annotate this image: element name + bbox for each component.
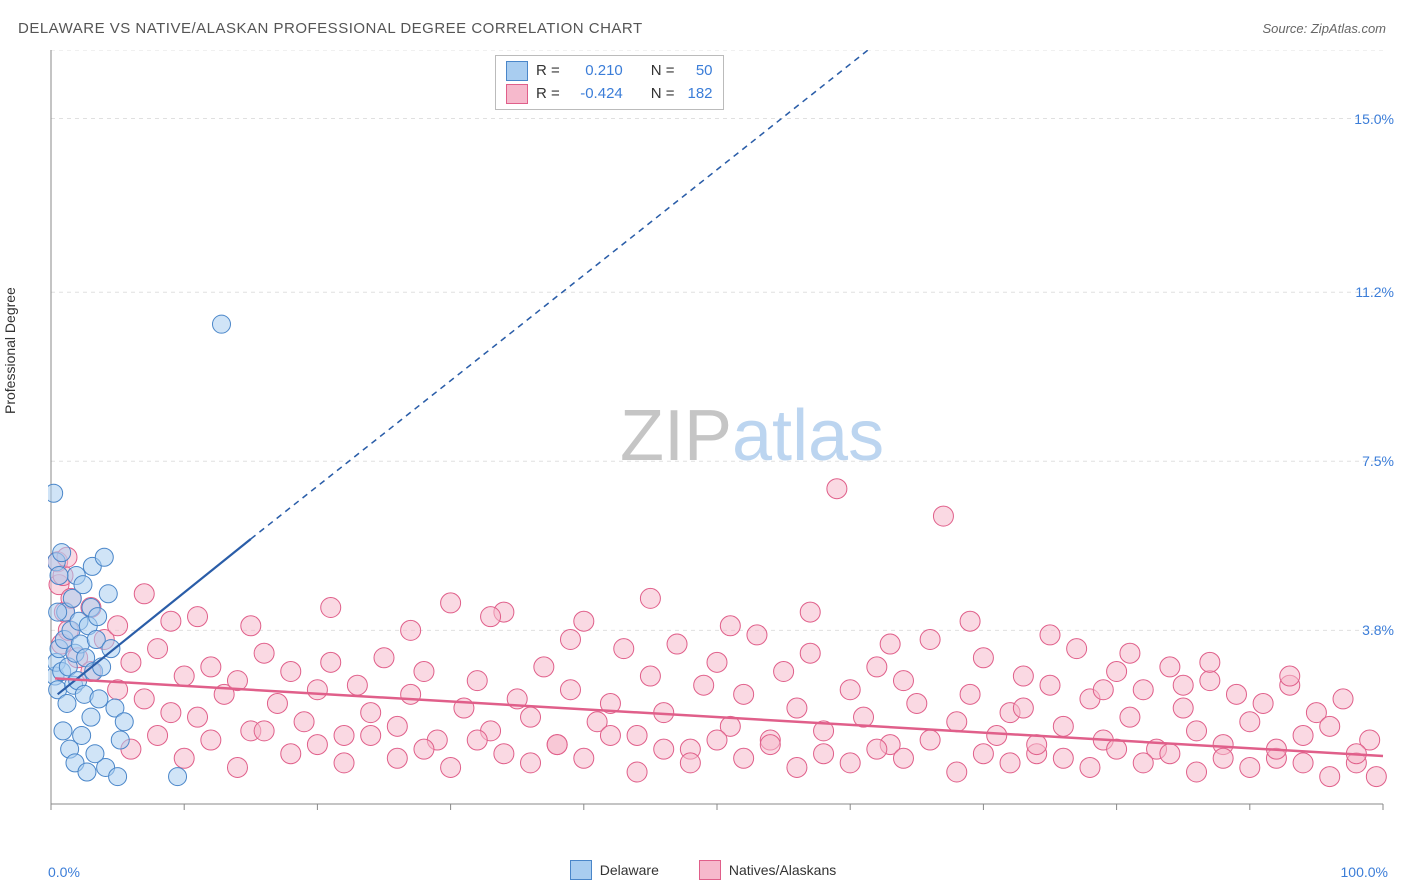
natives-swatch-icon bbox=[506, 84, 528, 104]
y-tick-label: 3.8% bbox=[1362, 622, 1394, 638]
y-tick-label: 11.2% bbox=[1355, 284, 1394, 300]
chart-title: DELAWARE VS NATIVE/ALASKAN PROFESSIONAL … bbox=[18, 20, 643, 37]
stats-legend: R = 0.210 N = 50 R = -0.424 N = 182 bbox=[495, 55, 724, 110]
n-label: N = bbox=[651, 60, 675, 83]
delaware-r-value: 0.210 bbox=[568, 60, 623, 83]
r-label: R = bbox=[536, 83, 560, 106]
legend-item-delaware: Delaware bbox=[570, 860, 659, 880]
chart-plot-area bbox=[48, 50, 1388, 840]
y-axis-label: Professional Degree bbox=[2, 287, 18, 414]
stats-row-delaware: R = 0.210 N = 50 bbox=[506, 60, 713, 83]
scatter-svg bbox=[48, 50, 1388, 840]
y-tick-label: 15.0% bbox=[1354, 111, 1394, 127]
stats-row-natives: R = -0.424 N = 182 bbox=[506, 83, 713, 106]
natives-r-value: -0.424 bbox=[568, 83, 623, 106]
x-axis-max-label: 100.0% bbox=[1341, 864, 1388, 880]
source-attribution: Source: ZipAtlas.com bbox=[1262, 21, 1386, 36]
bottom-legend: Delaware Natives/Alaskans bbox=[0, 860, 1406, 880]
delaware-swatch-icon bbox=[506, 61, 528, 81]
x-axis-min-label: 0.0% bbox=[48, 864, 80, 880]
n-label: N = bbox=[651, 83, 675, 106]
delaware-swatch-icon bbox=[570, 860, 592, 880]
legend-label: Delaware bbox=[600, 862, 659, 878]
natives-n-value: 182 bbox=[683, 83, 713, 106]
legend-label: Natives/Alaskans bbox=[729, 862, 836, 878]
r-label: R = bbox=[536, 60, 560, 83]
legend-item-natives: Natives/Alaskans bbox=[699, 860, 836, 880]
natives-swatch-icon bbox=[699, 860, 721, 880]
y-tick-label: 7.5% bbox=[1362, 453, 1394, 469]
delaware-n-value: 50 bbox=[683, 60, 713, 83]
